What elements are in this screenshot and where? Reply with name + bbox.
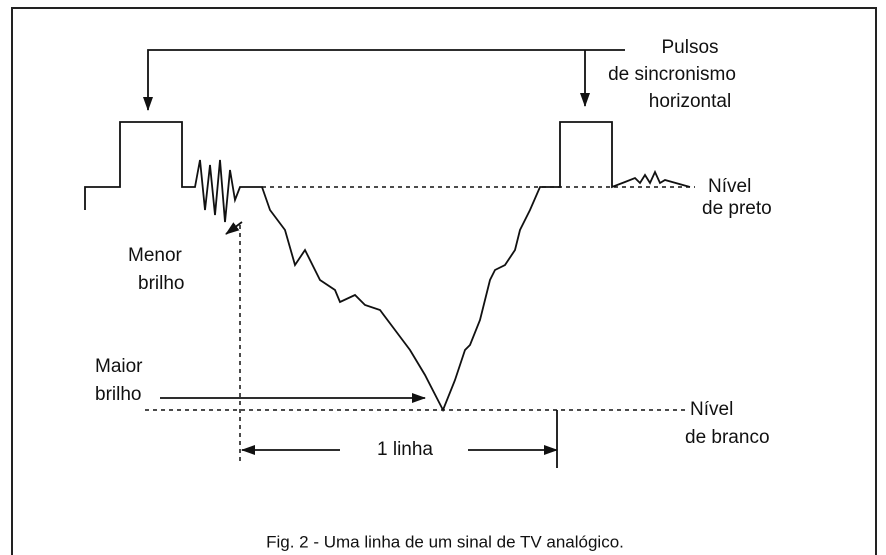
label: de branco — [685, 427, 770, 448]
label: 1 linha — [377, 439, 433, 460]
label: de preto — [702, 198, 772, 219]
label: Nível — [708, 176, 751, 197]
caption: Fig. 2 - Uma linha de um sinal de TV ana… — [266, 532, 624, 551]
label: Nível — [690, 399, 733, 420]
arrows — [143, 49, 625, 468]
label: brilho — [138, 273, 184, 294]
label: horizontal — [649, 91, 731, 112]
label: Menor — [128, 245, 183, 266]
waveform — [84, 121, 691, 413]
frame — [11, 7, 877, 555]
reference-lines — [145, 186, 695, 465]
label: Maior — [95, 356, 143, 377]
label: brilho — [95, 384, 141, 405]
label: Pulsos — [661, 37, 718, 58]
label: de sincronismo — [608, 64, 736, 85]
